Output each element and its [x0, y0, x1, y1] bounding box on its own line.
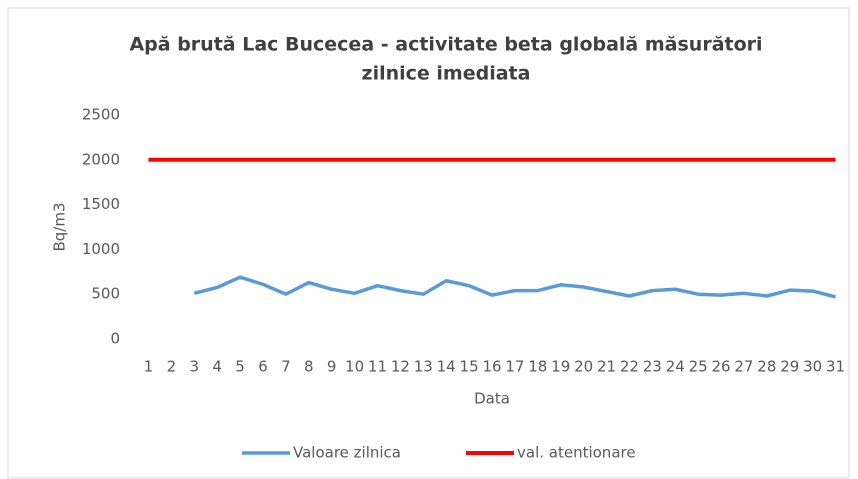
x-tick-label: 11	[368, 358, 387, 376]
x-tick-label: 1	[144, 358, 154, 376]
y-tick-label: 0	[110, 330, 120, 348]
y-axis-label: Bq/m3	[51, 202, 69, 251]
x-tick-label: 3	[189, 358, 199, 376]
x-tick-label: 8	[304, 358, 314, 376]
x-tick-label: 17	[505, 358, 524, 376]
y-tick-label: 2500	[82, 106, 120, 124]
y-tick-label: 2000	[82, 150, 120, 168]
x-tick-label: 19	[551, 358, 570, 376]
x-tick-label: 7	[281, 358, 291, 376]
x-tick-label: 21	[597, 358, 616, 376]
series-line	[193, 275, 836, 299]
x-tick-label: 24	[666, 358, 685, 376]
x-tick-label: 29	[780, 358, 799, 376]
x-tick-label: 5	[235, 358, 245, 376]
x-tick-label: 18	[528, 358, 547, 376]
y-tick-label: 1500	[82, 195, 120, 213]
x-tick-label: 26	[711, 358, 730, 376]
x-tick-label: 20	[574, 358, 593, 376]
x-tick-label: 6	[258, 358, 268, 376]
legend-label: Valoare zilnica	[293, 444, 401, 462]
x-tick-label: 14	[437, 358, 456, 376]
x-tick-label: 27	[734, 358, 753, 376]
x-tick-label: 28	[757, 358, 776, 376]
x-tick-label: 25	[689, 358, 708, 376]
x-tick-label: 10	[345, 358, 364, 376]
x-tick-label: 16	[482, 358, 501, 376]
chart-title: zilnice imediata	[362, 63, 531, 85]
x-tick-label: 13	[414, 358, 433, 376]
chart-title: Apă brută Lac Bucecea - activitate beta …	[129, 34, 762, 56]
legend-label: val. atentionare	[517, 444, 636, 462]
x-tick-label: 9	[327, 358, 337, 376]
x-tick-label: 22	[620, 358, 639, 376]
chart-border	[7, 7, 850, 479]
x-tick-label: 31	[826, 358, 845, 376]
y-tick-label: 1000	[82, 240, 120, 258]
y-tick-label: 500	[91, 285, 120, 303]
x-tick-label: 23	[643, 358, 662, 376]
x-tick-label: 2	[167, 358, 177, 376]
x-tick-label: 30	[803, 358, 822, 376]
x-tick-label: 4	[212, 358, 222, 376]
x-tick-label: 12	[391, 358, 410, 376]
x-axis-label: Data	[474, 390, 510, 408]
x-tick-label: 15	[460, 358, 479, 376]
